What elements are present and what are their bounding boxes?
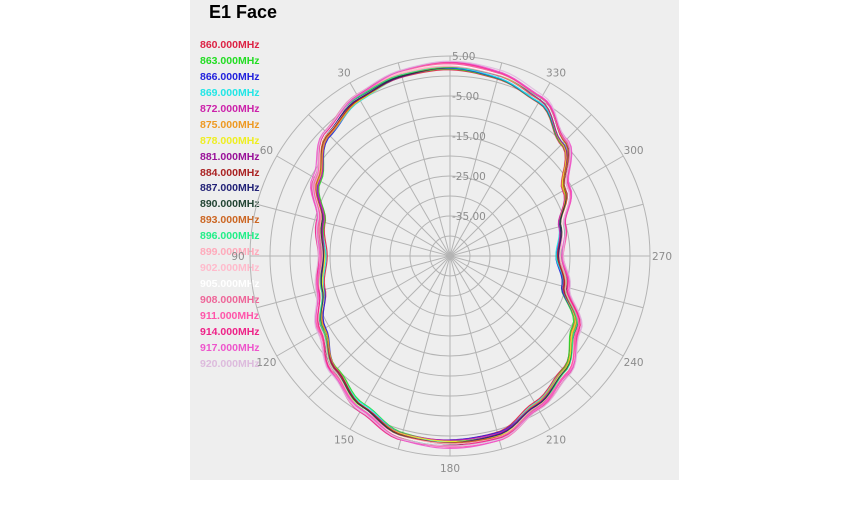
grid-spoke	[256, 203, 451, 257]
grid-spoke	[349, 82, 451, 257]
angle-tick-label: 330	[546, 67, 566, 79]
grid-spoke	[449, 255, 644, 309]
angle-tick-label: 210	[546, 435, 566, 447]
legend-entry: 914.000MHz	[200, 325, 260, 338]
grid-spoke	[449, 255, 551, 430]
legend-entry: 890.000MHz	[200, 198, 260, 211]
legend-entry: 896.000MHz	[200, 230, 260, 243]
radial-tick-label: -5.00	[452, 91, 479, 103]
grid-spoke	[276, 255, 451, 357]
grid-spoke	[349, 255, 451, 430]
series-line	[313, 62, 580, 448]
legend-entry: 860.000MHz	[200, 39, 260, 51]
series-traces	[309, 60, 583, 450]
grid-spoke	[256, 255, 451, 309]
grid-spoke	[449, 114, 592, 257]
legend-entry: 872.000MHz	[200, 102, 260, 115]
legend-entry: 899.000MHz	[200, 246, 260, 259]
grid-spoke	[397, 62, 451, 257]
angle-tick-label: 300	[624, 145, 644, 157]
legend-entry: 884.000MHz	[200, 166, 260, 179]
grid-spoke	[449, 155, 624, 257]
angle-tick-label: 150	[334, 435, 354, 447]
legend-entry: 893.000MHz	[200, 214, 260, 227]
legend-entry: 878.000MHz	[200, 134, 260, 147]
angle-tick-label: 270	[652, 251, 672, 263]
legend-entry: 881.000MHz	[200, 150, 260, 163]
chart-title: E1 Face	[209, 2, 278, 22]
legend-entry: 905.000MHz	[200, 278, 260, 291]
radial-tick-label: -15.00	[452, 131, 486, 143]
polar-grid	[249, 55, 651, 457]
legend-entry: 920.000MHz	[200, 357, 260, 370]
legend-entry: 887.000MHz	[200, 182, 260, 195]
series-line	[312, 60, 583, 447]
grid-spoke	[449, 203, 644, 257]
series-line	[314, 66, 576, 443]
angle-tick-label: 240	[624, 357, 644, 369]
grid-spoke	[449, 255, 624, 357]
grid-spoke	[397, 255, 451, 450]
legend-entry: 902.000MHz	[200, 262, 260, 275]
angle-tick-label: 30	[337, 67, 350, 79]
legend-entry: 908.000MHz	[200, 294, 260, 306]
legend-entry: 875.000MHz	[200, 118, 260, 131]
grid-spoke	[276, 155, 451, 257]
grid-spoke	[449, 82, 551, 257]
legend-entry: 869.000MHz	[200, 86, 260, 99]
series-line	[314, 66, 578, 444]
legend-entry: 917.000MHz	[200, 341, 260, 354]
angle-tick-label: 180	[440, 463, 460, 475]
angle-tick-label: 60	[260, 145, 273, 157]
radial-tick-label: 5.00	[452, 51, 475, 63]
angle-tick-label: 90	[231, 251, 244, 263]
angle-tick-label: 120	[256, 357, 276, 369]
legend-entry: 866.000MHz	[200, 70, 260, 83]
legend-entry: 911.000MHz	[200, 309, 259, 322]
series-line	[309, 60, 583, 450]
legend-entry: 863.000MHz	[200, 54, 260, 67]
grid-spoke	[308, 114, 451, 257]
grid-spoke	[449, 255, 503, 450]
grid-spoke	[449, 62, 503, 257]
legend: 860.000MHz 863.000MHz 866.000MHz 869.000MHz…	[200, 38, 260, 373]
radial-tick-label: -25.00	[452, 171, 486, 183]
radial-tick-label: -35.00	[452, 211, 486, 223]
grid-spoke	[308, 255, 451, 398]
